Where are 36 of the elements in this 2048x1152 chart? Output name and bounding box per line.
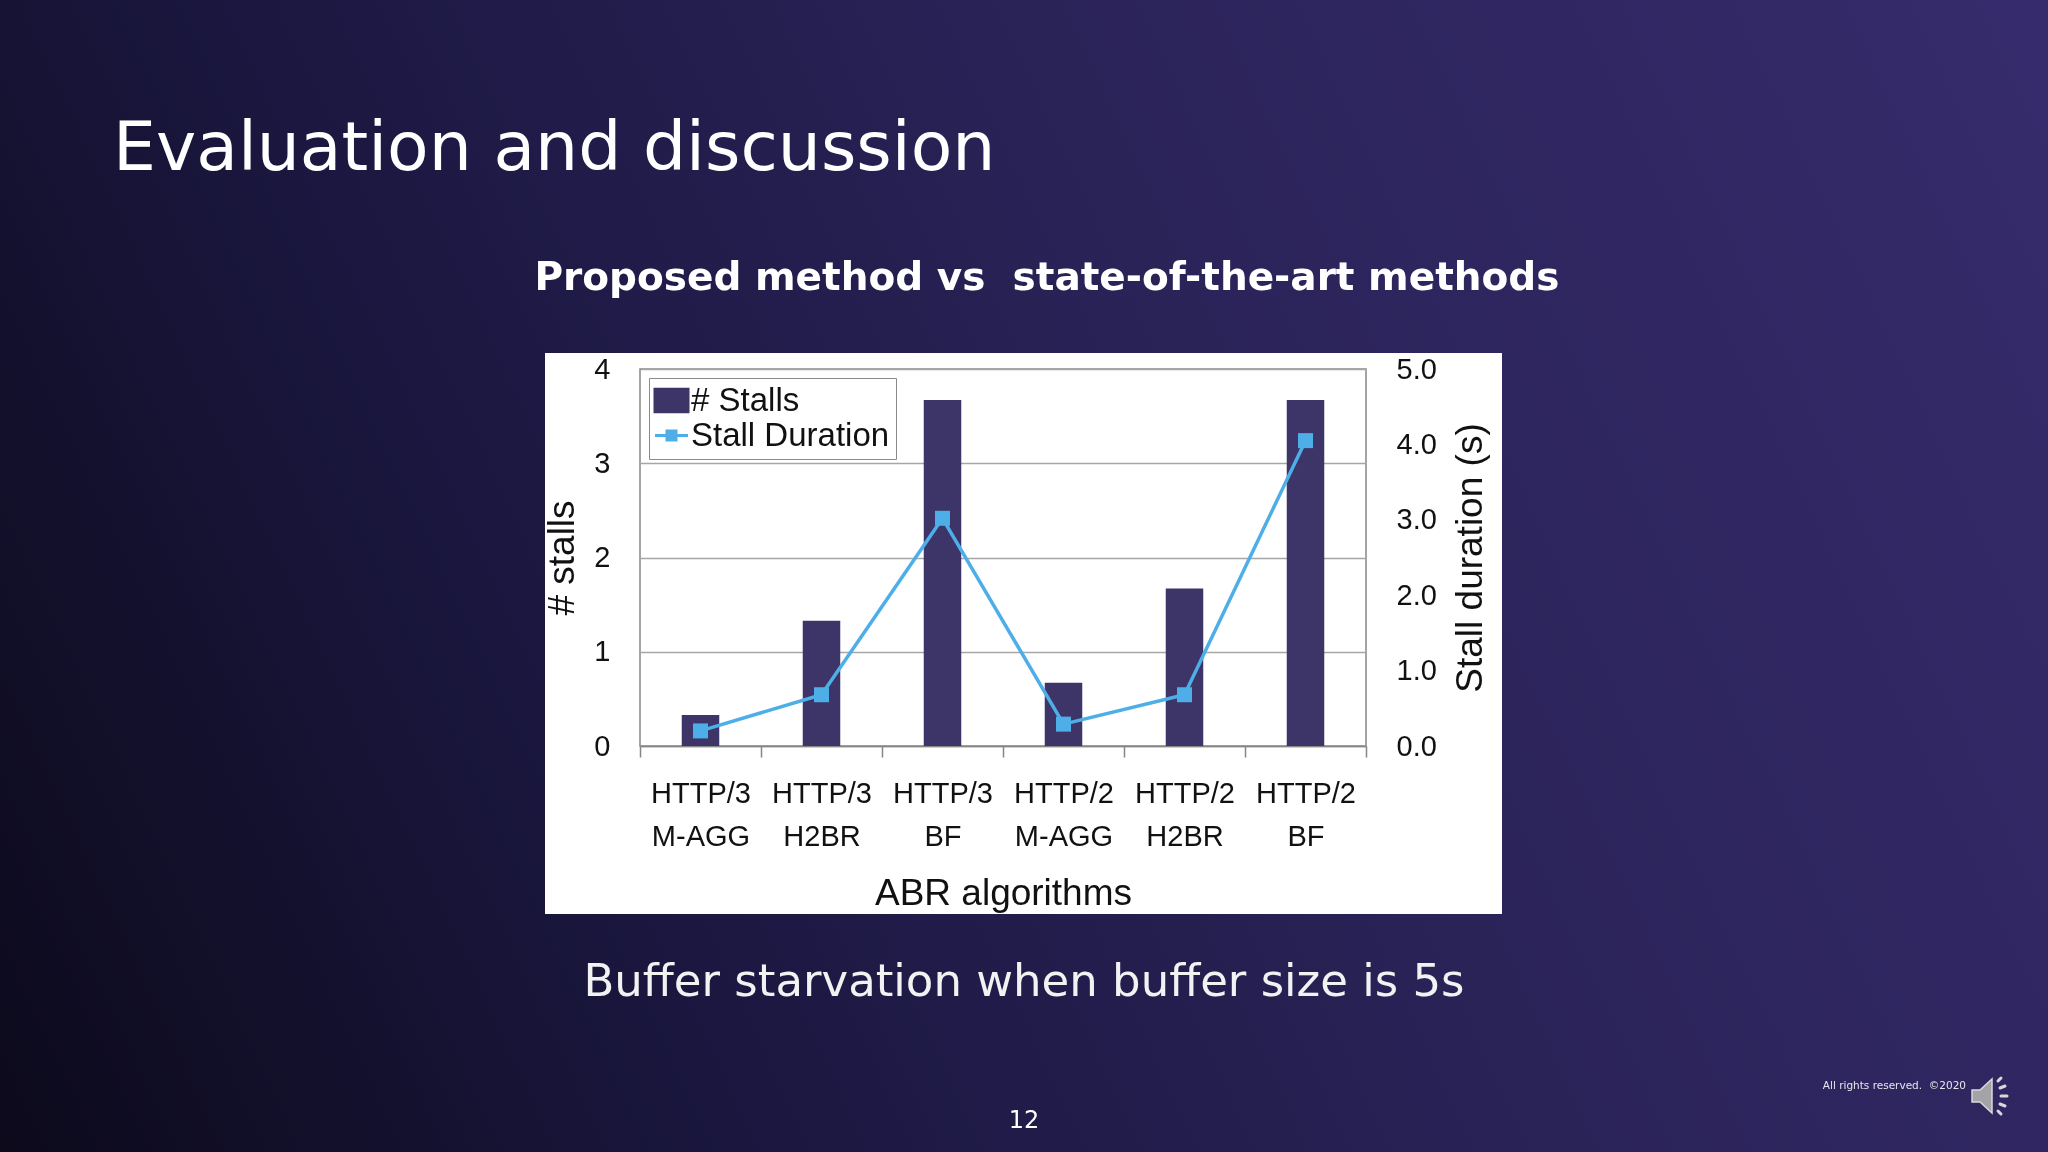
text: All rights reserved. ©2020 — [1822, 1079, 1966, 1091]
x-axis-title: ABR algorithms — [874, 871, 1133, 913]
y2-tick-label: 4.0 — [1396, 427, 1437, 460]
x-tick-label: HTTP/2 BF — [1256, 776, 1356, 852]
y-tick-label: 1 — [594, 635, 611, 668]
y2-axis-title: Stall duration (s) — [1448, 423, 1490, 693]
y2-tick-label: 3.0 — [1396, 503, 1437, 536]
y-axis-title: # stalls — [541, 500, 583, 616]
point — [935, 510, 950, 526]
y-tick-label: 2 — [594, 541, 611, 573]
y2-tick-label: 1.0 — [1396, 654, 1437, 687]
chart-title: Evaluation and discussion — [113, 107, 996, 186]
y2-tick-label: 5.0 — [1396, 352, 1437, 385]
chart-subtitle: Proposed method vs state-of-the-art methods — [534, 254, 1560, 299]
point — [1056, 716, 1071, 732]
legend-label: Stall Duration — [691, 415, 890, 453]
bar — [1165, 588, 1204, 746]
point — [814, 687, 829, 703]
y2-tick-label: 2.0 — [1396, 578, 1437, 611]
x-tick-label: HTTP/3 M-AGG — [651, 776, 751, 852]
y-tick-label: 4 — [594, 352, 611, 385]
x-tick-label: HTTP/2 H2BR — [1135, 776, 1235, 852]
text: Buffer starvation when buffer size is 5s — [583, 954, 1465, 1007]
text: 12 — [1008, 1106, 1040, 1134]
bar — [1286, 400, 1325, 746]
legend-label: # Stalls — [691, 380, 800, 418]
x-tick-label: HTTP/2 M-AGG — [1014, 776, 1114, 852]
point — [1298, 433, 1313, 449]
point — [1177, 687, 1192, 703]
x-tick-label: HTTP/3 BF — [893, 776, 993, 852]
x-tick-label: HTTP/3 H2BR — [772, 776, 872, 852]
y-tick-label: 0 — [594, 729, 611, 762]
bar — [802, 620, 841, 746]
bar — [923, 400, 962, 746]
y2-tick-label: 0.0 — [1396, 729, 1437, 762]
y-tick-label: 3 — [594, 446, 611, 479]
